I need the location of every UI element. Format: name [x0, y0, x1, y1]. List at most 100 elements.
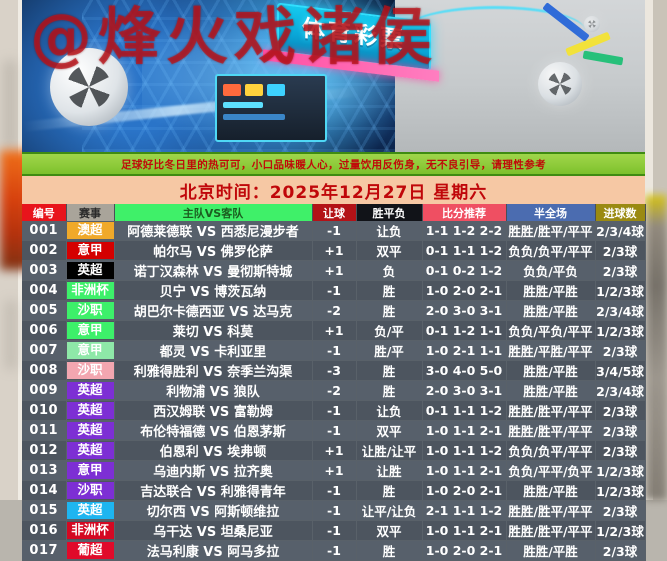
cell-no: 014: [22, 480, 67, 501]
soccer-ball-icon-tiny: [584, 16, 600, 32]
table-row[interactable]: 012 英超 伯恩利 VS 埃弗顿 +1 让胜/让平 1-0 1-1 1-2 负负/负平/平…: [22, 440, 646, 461]
content-column: 体育彩票 @烽火戏诸侯 足球好比冬日里的热可可，小口品味暖人心，过量饮用反伤身，…: [22, 0, 646, 561]
cell-no: 011: [22, 420, 67, 441]
cell-result: 让负: [356, 221, 423, 241]
cell-halftime: 胜胜/平胜: [506, 540, 596, 561]
cell-league: 意甲: [66, 240, 115, 261]
league-tag: 非洲杯: [66, 522, 113, 539]
cell-league: 意甲: [66, 320, 115, 341]
league-tag: 葡超: [66, 542, 113, 559]
cell-score: 1-0 2-0 2-1: [422, 540, 507, 561]
cell-handicap: +1: [312, 240, 357, 261]
league-tag: 沙职: [66, 482, 113, 499]
cell-score: 2-0 3-0 3-1: [422, 300, 507, 321]
cell-league: 沙职: [66, 480, 115, 501]
cell-halftime: 负负/平负/平平: [506, 320, 596, 341]
cell-goals: 2/3球: [595, 260, 646, 281]
column-header-match: 主队VS客队: [114, 204, 313, 221]
table-row[interactable]: 016 非洲杯 乌干达 VS 坦桑尼亚 -1 双平 1-0 1-1 2-1 胜胜/胜平/平平…: [22, 520, 646, 541]
cell-league: 英超: [66, 260, 115, 281]
cell-no: 003: [22, 260, 67, 281]
cell-halftime: 胜胜/胜平/平平: [506, 500, 596, 521]
beijing-time-bar: 北京时间：2025年12月27日 星期六: [22, 176, 645, 204]
league-tag: 意甲: [66, 462, 113, 479]
cell-no: 004: [22, 280, 67, 301]
cell-match: 胡巴尔卡德西亚 VS 达马克: [114, 300, 313, 321]
table-row[interactable]: 001 澳超 阿德莱德联 VS 西悉尼漫步者 -1 让负 1-1 1-2 2-2 胜胜/胜平…: [22, 221, 646, 241]
cell-halftime: 胜胜/平胜: [506, 380, 596, 401]
responsible-gambling-notice: 足球好比冬日里的热可可，小口品味暖人心，过量饮用反伤身，无不良引导，请理性参考: [22, 152, 645, 176]
cell-match: 伯恩利 VS 埃弗顿: [114, 440, 313, 461]
cell-halftime: 胜胜/平胜: [506, 300, 596, 321]
column-header-halftime: 半全场: [506, 204, 596, 221]
column-header-no: 编号: [22, 204, 67, 221]
cell-score: 0-1 1-2 1-1: [422, 320, 507, 341]
cell-match: 阿德莱德联 VS 西悉尼漫步者: [114, 221, 313, 241]
cell-no: 017: [22, 540, 67, 561]
table-row[interactable]: 008 沙职 利雅得胜利 VS 奈季兰沟渠 -3 胜 3-0 4-0 5-0 胜胜/平胜 3/…: [22, 360, 646, 381]
cell-result: 胜: [356, 480, 423, 501]
table-row[interactable]: 002 意甲 帕尔马 VS 佛罗伦萨 +1 双平 0-1 1-1 1-2 负负/负平/平平 2…: [22, 240, 646, 261]
table-row[interactable]: 006 意甲 莱切 VS 科莫 +1 负/平 0-1 1-2 1-1 负负/平负/平平 1/2…: [22, 320, 646, 341]
league-tag: 沙职: [66, 362, 113, 379]
cell-halftime: 胜胜/平胜: [506, 480, 596, 501]
cell-handicap: -1: [312, 400, 357, 421]
cell-handicap: -1: [312, 540, 357, 561]
table-row[interactable]: 013 意甲 乌迪内斯 VS 拉齐奥 +1 让胜 1-0 1-1 2-1 负负/平平/负平 1…: [22, 460, 646, 481]
cell-goals: 1/2/3球: [595, 320, 646, 341]
cell-match: 莱切 VS 科莫: [114, 320, 313, 341]
match-predictions-table: 编号 赛事 主队VS客队 让球 胜平负 比分推荐 半全场 进球数 001 澳超 阿德…: [22, 204, 646, 561]
table-header-row: 编号 赛事 主队VS客队 让球 胜平负 比分推荐 半全场 进球数: [22, 204, 646, 221]
cell-match: 切尔西 VS 阿斯顿维拉: [114, 500, 313, 521]
cell-match: 乌干达 VS 坦桑尼亚: [114, 520, 313, 541]
table-row[interactable]: 005 沙职 胡巴尔卡德西亚 VS 达马克 -2 胜 2-0 3-0 3-1 胜胜/平胜 2/…: [22, 300, 646, 321]
cell-goals: 1/2/3球: [595, 480, 646, 501]
cell-result: 让胜: [356, 460, 423, 481]
cell-league: 葡超: [66, 540, 115, 561]
table-row[interactable]: 010 英超 西汉姆联 VS 富勒姆 -1 让负 0-1 1-1 1-2 胜胜/胜平/平平 2…: [22, 400, 646, 421]
cell-handicap: -2: [312, 300, 357, 321]
table-row[interactable]: 014 沙职 吉达联合 VS 利雅得青年 -1 胜 1-0 2-0 2-1 胜胜/平胜 1/2…: [22, 480, 646, 501]
cell-match: 利物浦 VS 狼队: [114, 380, 313, 401]
cell-halftime: 胜胜/胜平/平平: [506, 221, 596, 241]
cell-no: 002: [22, 240, 67, 261]
table-row[interactable]: 011 英超 布伦特福德 VS 伯恩茅斯 -1 双平 1-0 1-1 2-1 胜胜/胜平/平…: [22, 420, 646, 441]
cell-league: 英超: [66, 420, 115, 441]
table-row[interactable]: 015 英超 切尔西 VS 阿斯顿维拉 -1 让平/让负 2-1 1-1 1-2 胜胜/胜平…: [22, 500, 646, 521]
cell-league: 意甲: [66, 340, 115, 361]
cell-result: 胜: [356, 300, 423, 321]
cell-result: 双平: [356, 520, 423, 541]
beijing-time-text: 北京时间：2025年12月27日 星期六: [179, 182, 488, 203]
league-tag: 非洲杯: [66, 282, 113, 299]
cell-score: 0-1 1-1 1-2: [422, 400, 507, 421]
lottery-kiosk-screen: [215, 74, 327, 142]
cell-halftime: 负负/平平/负平: [506, 460, 596, 481]
cell-result: 胜: [356, 280, 423, 301]
table-row[interactable]: 007 意甲 都灵 VS 卡利亚里 -1 胜/平 1-0 2-1 1-1 胜胜/平胜/平平 2…: [22, 340, 646, 361]
cell-no: 005: [22, 300, 67, 321]
soccer-ball-icon: [50, 48, 128, 126]
column-header-result: 胜平负: [356, 204, 423, 221]
cell-match: 都灵 VS 卡利亚里: [114, 340, 313, 361]
cell-goals: 2/3/4球: [595, 300, 646, 321]
cell-score: 2-0 3-0 3-1: [422, 380, 507, 401]
cell-match: 吉达联合 VS 利雅得青年: [114, 480, 313, 501]
table-row[interactable]: 017 葡超 法马利康 VS 阿马多拉 -1 胜 1-0 2-0 2-1 胜胜/平胜 2/3球: [22, 540, 646, 561]
cell-goals: 1/2/3球: [595, 280, 646, 301]
cell-handicap: -3: [312, 360, 357, 381]
cell-result: 让负: [356, 400, 423, 421]
cell-score: 1-0 1-1 2-1: [422, 420, 507, 441]
cell-halftime: 胜胜/平胜: [506, 280, 596, 301]
cell-score: 0-1 1-1 1-2: [422, 240, 507, 261]
table-row[interactable]: 003 英超 诺丁汉森林 VS 曼彻斯特城 +1 负 0-1 0-2 1-2 负负/平负 2/…: [22, 260, 646, 281]
cell-score: 1-0 2-1 1-1: [422, 340, 507, 361]
cell-handicap: -1: [312, 500, 357, 521]
cell-halftime: 负负/负平/平平: [506, 440, 596, 461]
table-row[interactable]: 009 英超 利物浦 VS 狼队 -2 胜 2-0 3-0 3-1 胜胜/平胜 2/3/4球: [22, 380, 646, 401]
cell-score: 1-0 2-0 2-1: [422, 480, 507, 501]
league-tag: 英超: [66, 262, 113, 279]
table-row[interactable]: 004 非洲杯 贝宁 VS 博茨瓦纳 -1 胜 1-0 2-0 2-1 胜胜/平胜 1/2/3…: [22, 280, 646, 301]
cell-match: 法马利康 VS 阿马多拉: [114, 540, 313, 561]
cell-halftime: 胜胜/平胜/平平: [506, 340, 596, 361]
